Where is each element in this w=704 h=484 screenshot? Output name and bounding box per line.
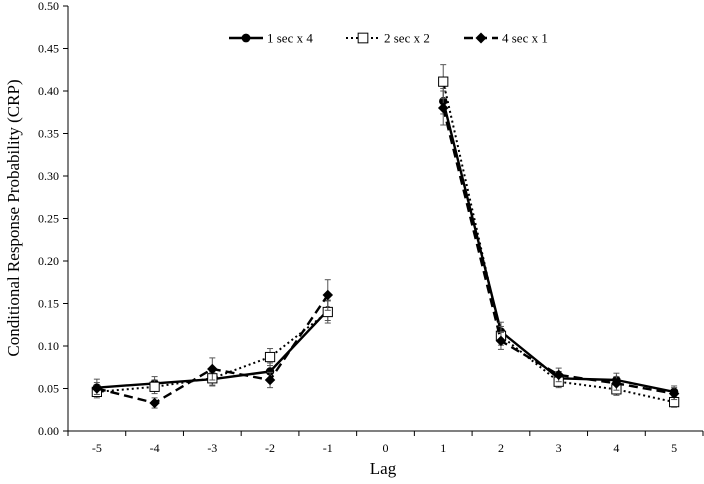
y-tick-label: 0.05 [38, 382, 59, 396]
series-2 [91, 64, 680, 408]
data-point-diamond-marker [91, 383, 103, 394]
y-tick-label: 0.45 [38, 42, 59, 56]
y-tick-label: 0.30 [38, 169, 59, 183]
series-line [442, 107, 675, 395]
x-tick-label: 1 [440, 441, 446, 455]
data-point-diamond-marker [553, 369, 564, 381]
data-point-diamond-marker [207, 363, 218, 375]
data-point-diamond-marker [437, 102, 449, 114]
series-1 [92, 87, 679, 399]
data-point-square-marker [149, 381, 160, 392]
y-tick-label: 0.25 [38, 212, 59, 226]
x-tick-label: 3 [556, 441, 562, 455]
y-tick-label: 0.50 [38, 0, 59, 13]
y-tick-label: 0.35 [38, 127, 59, 141]
legend-circle-marker [241, 33, 251, 43]
x-tick-label: 2 [498, 441, 504, 455]
y-tick-label: 0.20 [38, 254, 59, 268]
x-tick-label: -3 [207, 441, 217, 455]
series-3 [91, 90, 680, 409]
x-tick-label: 0 [383, 441, 389, 455]
data-point-diamond-marker [149, 397, 160, 409]
data-point-diamond-marker [495, 335, 507, 347]
legend-item-3: 4 sec x 1 [464, 31, 548, 46]
legend-item-2: 2 sec x 2 [346, 31, 430, 46]
data-point-diamond-marker [264, 374, 276, 386]
legend-label: 1 sec x 4 [267, 31, 313, 46]
data-point-square-marker [264, 351, 276, 363]
series-layer [91, 64, 680, 409]
data-point-diamond-marker [611, 378, 622, 389]
x-tick-label: -5 [92, 441, 102, 455]
y-axis-title: Conditional Response Probability (CRP) [4, 79, 23, 356]
legend-diamond-marker [475, 32, 487, 44]
y-tick-label: 0.10 [38, 339, 59, 353]
x-tick-label: 5 [671, 441, 677, 455]
x-tick-label: -1 [323, 441, 333, 455]
legend-label: 2 sec x 2 [384, 31, 430, 46]
data-point-circle-marker [265, 367, 275, 376]
legend-label: 4 sec x 1 [502, 31, 548, 46]
y-tick-label: 0.15 [38, 297, 59, 311]
data-point-diamond-marker [668, 388, 680, 399]
y-tick-label: 0.00 [38, 424, 59, 438]
data-point-diamond-marker [322, 289, 334, 301]
legend-square-marker [357, 32, 369, 44]
y-tick-label: 0.40 [38, 84, 59, 98]
axes: 0.00 0.05 0.10 0.15 0.20 0.25 0.30 0.35 0.40 0.45… [38, 0, 704, 455]
x-axis-title: Lag [370, 459, 397, 478]
x-tick-label: -4 [150, 441, 160, 455]
x-tick-label: 4 [613, 441, 619, 455]
legend: 1 sec x 4 2 sec x 2 4 sec x 1 [229, 31, 548, 46]
data-point-square-marker [438, 76, 449, 87]
legend-item-1: 1 sec x 4 [229, 31, 313, 46]
x-tick-label: -2 [265, 441, 275, 455]
series-line [96, 294, 329, 405]
